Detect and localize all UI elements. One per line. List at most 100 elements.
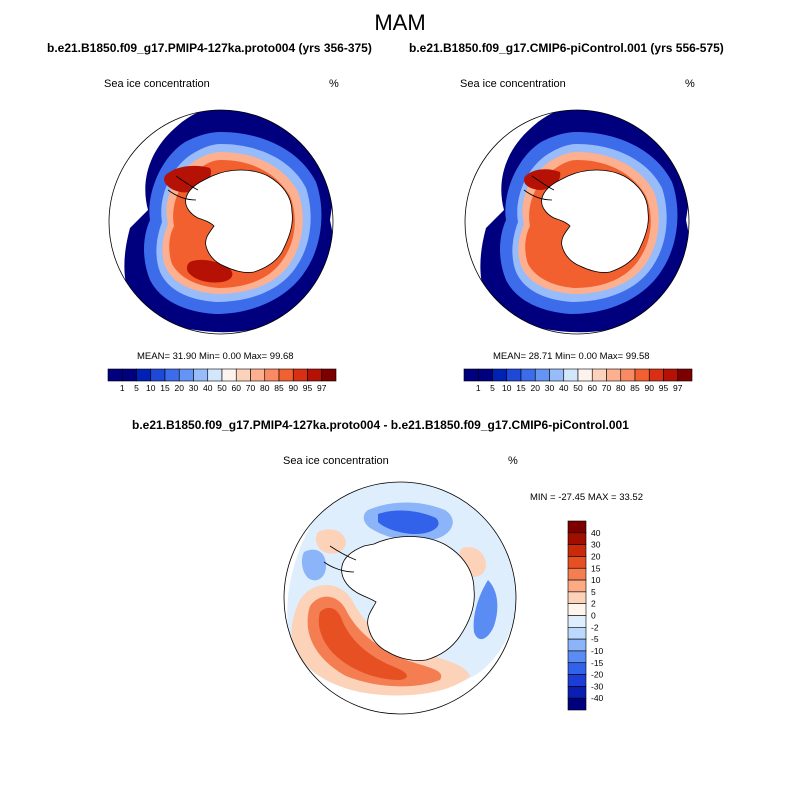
panel2-units-label: % <box>685 78 695 90</box>
panel2-colorbar-tick-label: 85 <box>630 383 640 393</box>
panel1-colorbar-tick-label: 50 <box>217 383 227 393</box>
diff-colorbar-tick-label: 20 <box>591 551 601 561</box>
diff-colorbar-tick-label: 0 <box>591 611 596 621</box>
panel2-colorbar-tick-label: 10 <box>502 383 512 393</box>
panel1-colorbar-tick-label: 70 <box>246 383 256 393</box>
panel2-title: b.e21.B1850.f09_g17.CMIP6-piControl.001 … <box>409 41 724 55</box>
panel2-colorbar-tick-label: 40 <box>559 383 569 393</box>
panel1-colorbar-tick-label: 85 <box>274 383 284 393</box>
diff-colorbar-box-13 <box>567 674 587 687</box>
diff-colorbar-tick-label: 15 <box>591 563 601 573</box>
diff-colorbar-box-2 <box>567 544 587 557</box>
panel2-colorbar-box-1 <box>477 368 493 382</box>
panel2-colorbar-box-12 <box>634 368 650 382</box>
panel1-colorbar-box-14 <box>307 368 323 382</box>
diff-colorbar-box-14 <box>567 686 587 699</box>
diff-map-border <box>283 481 517 715</box>
panel2-colorbar-box-4 <box>520 368 536 382</box>
panel1-colorbar-tick-label: 1 <box>120 383 125 393</box>
diff-region-4 <box>473 580 498 640</box>
antarctica <box>341 536 475 661</box>
diff-colorbar-tick-label: 2 <box>591 599 596 609</box>
panel1-colorbar-tick-label: 97 <box>317 383 327 393</box>
panel1-stats: MEAN= 31.90 Min= 0.00 Max= 99.68 <box>137 351 294 362</box>
panel2-colorbar-box-7 <box>563 368 579 382</box>
panel1-colorbar-tick-label: 5 <box>134 383 139 393</box>
panel2-colorbar-tick-label: 15 <box>516 383 526 393</box>
panel1-colorbar-tick-label: 90 <box>289 383 299 393</box>
panel1-colorbar-box-4 <box>164 368 180 382</box>
diff-colorbar-box-15 <box>567 697 587 711</box>
diff-colorbar-tick-label: -30 <box>591 681 604 691</box>
panel2-colorbar-tick-label: 5 <box>490 383 495 393</box>
panel2-colorbar-box-0 <box>463 368 479 382</box>
diff-colorbar-box-4 <box>567 567 587 581</box>
diff-colorbar-box-3 <box>567 556 587 569</box>
diff-colorbar-tick-label: 10 <box>591 575 601 585</box>
diff-colorbar-tick-label: 30 <box>591 540 601 550</box>
panel1-colorbar-tick-label: 80 <box>260 383 270 393</box>
diff-colorbar-tick-label: -2 <box>591 622 599 632</box>
panel2-colorbar-box-5 <box>534 368 550 382</box>
panel1-colorbar-box-13 <box>292 368 308 382</box>
ice-band-7 <box>186 259 233 283</box>
diff-colorbar-box-1 <box>567 532 587 545</box>
diff-colorbar-box-11 <box>567 650 587 664</box>
panel2-colorbar-box-9 <box>591 368 607 382</box>
panel2-colorbar-box-13 <box>648 368 664 382</box>
panel1-colorbar-tick-label: 40 <box>203 383 213 393</box>
antarctic-peninsula <box>167 175 199 201</box>
panel2-colorbar-tick-label: 20 <box>531 383 541 393</box>
antarctic-peninsula <box>523 175 555 201</box>
panel2-colorbar-box-11 <box>620 368 636 382</box>
diff-colorbar-box-12 <box>567 662 587 675</box>
panel2-map-border <box>464 109 690 335</box>
panel1-colorbar-box-10 <box>250 368 266 382</box>
antarctic-peninsula <box>323 545 357 573</box>
panel2-colorbar-box-15 <box>677 368 693 382</box>
panel2-colorbar-tick-label: 95 <box>659 383 669 393</box>
panel1-colorbar-box-11 <box>264 368 280 382</box>
diff-colorbar-box-6 <box>567 591 587 604</box>
panel2-colorbar-tick-label: 70 <box>602 383 612 393</box>
panel2-colorbar-tick-label: 60 <box>588 383 598 393</box>
panel2-colorbar-tick-label: 30 <box>545 383 555 393</box>
panel1-colorbar-box-3 <box>150 368 166 382</box>
diff-variable-label: Sea ice concentration <box>283 455 389 467</box>
antarctica <box>541 169 649 273</box>
panel2-map <box>464 109 690 335</box>
panel1-colorbar-box-1 <box>121 368 137 382</box>
panel2-colorbar-tick-label: 80 <box>616 383 626 393</box>
panel1-colorbar-box-7 <box>207 368 223 382</box>
diff-region-3 <box>378 510 439 534</box>
panel2-colorbar-tick-label: 50 <box>573 383 583 393</box>
panel1-units-label: % <box>329 78 339 90</box>
panel1-map-border <box>108 109 334 335</box>
panel2-colorbar-box-2 <box>492 368 508 382</box>
panel1-colorbar-tick-label: 20 <box>175 383 185 393</box>
panel1-title: b.e21.B1850.f09_g17.PMIP4-127ka.proto004… <box>47 41 372 55</box>
panel1-colorbar: 1 5 10 15 20 30 40 50 60 70 80 85 90 95 97 <box>107 368 337 393</box>
panel1-colorbar-tick-label: 30 <box>189 383 199 393</box>
panel1-variable-label: Sea ice concentration <box>104 78 210 90</box>
diff-colorbar-tick-label: -20 <box>591 670 604 680</box>
panel1-colorbar-box-15 <box>321 368 337 382</box>
panel2-colorbar-tick-label: 1 <box>476 383 481 393</box>
panel1-colorbar-box-9 <box>235 368 251 382</box>
diff-colorbar-tick-label: -15 <box>591 658 604 668</box>
diff-colorbar-box-9 <box>567 627 587 640</box>
panel2-stats: MEAN= 28.71 Min= 0.00 Max= 99.58 <box>493 351 650 362</box>
diff-units-label: % <box>508 455 518 467</box>
ice-band-6 <box>524 169 561 190</box>
diff-colorbar-box-7 <box>567 603 587 616</box>
panel2-colorbar-box-3 <box>506 368 522 382</box>
diff-region-9 <box>316 529 346 554</box>
panel2-colorbar: 1 5 10 15 20 30 40 50 60 70 80 85 90 95 97 <box>463 368 693 393</box>
diff-colorbar-tick-label: -10 <box>591 646 604 656</box>
diff-region-8 <box>318 607 407 680</box>
diff-map <box>283 481 517 715</box>
panel1-colorbar-box-2 <box>136 368 152 382</box>
diff-minmax: MIN = -27.45 MAX = 33.52 <box>530 492 644 503</box>
